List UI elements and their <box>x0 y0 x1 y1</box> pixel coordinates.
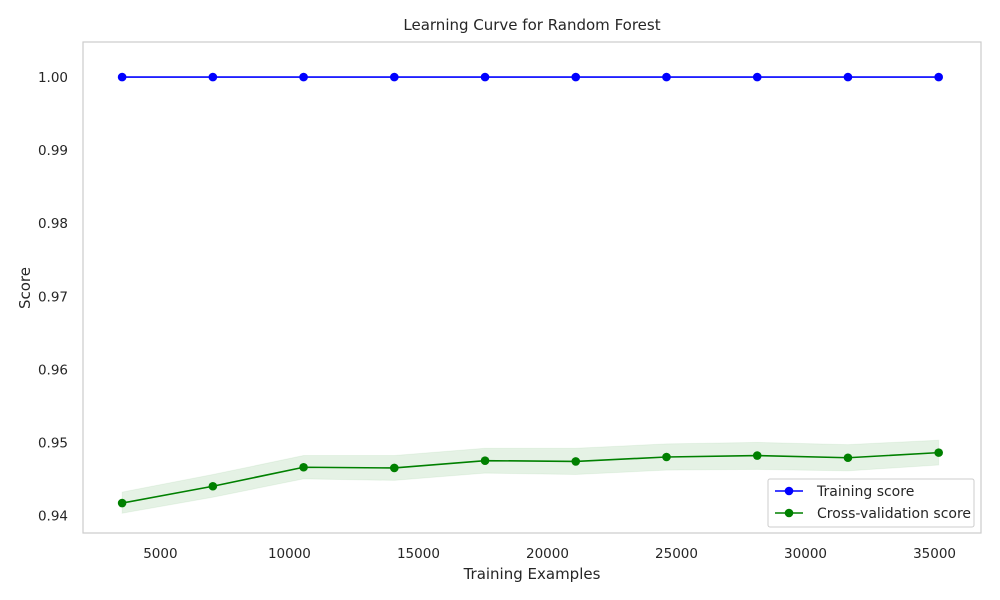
x-tick-label: 10000 <box>268 546 311 562</box>
x-tick-label: 25000 <box>655 546 698 562</box>
data-point-series-1-3 <box>390 463 399 473</box>
y-tick-label: 0.98 <box>38 216 68 232</box>
legend-marker-series-1 <box>784 508 794 518</box>
plot-frame <box>82 41 982 534</box>
y-tick-label: 0.96 <box>38 362 68 378</box>
data-point-series-0-1 <box>208 72 218 82</box>
series-points <box>117 72 943 508</box>
data-point-series-1-2 <box>299 462 308 472</box>
data-point-series-0-4 <box>480 72 490 82</box>
data-point-series-1-9 <box>934 448 943 457</box>
data-point-series-1-1 <box>208 481 218 491</box>
legend-label-series-0: Training score <box>816 484 914 500</box>
x-tick-label: 20000 <box>526 546 569 562</box>
x-tick-labels: 5000 10000 15000 20000 25000 30000 35000 <box>143 546 956 562</box>
y-tick-label: 0.95 <box>38 435 68 451</box>
legend-marker-series-0 <box>784 486 794 496</box>
series-line-1 <box>121 451 939 504</box>
x-tick-label: 35000 <box>913 546 956 562</box>
y-tick-label: 0.94 <box>38 508 68 524</box>
plot-background <box>83 42 981 533</box>
x-tick-label: 15000 <box>397 546 440 562</box>
data-point-series-0-7 <box>752 72 762 82</box>
data-point-series-0-3 <box>390 72 399 82</box>
data-point-series-0-5 <box>571 72 581 82</box>
data-point-series-0-9 <box>934 72 943 82</box>
y-tick-label: 0.99 <box>38 143 68 159</box>
data-point-series-0-8 <box>843 72 853 82</box>
data-point-series-1-0 <box>117 498 127 508</box>
data-point-series-0-2 <box>299 72 308 82</box>
data-point-series-0-0 <box>117 72 127 82</box>
x-tick-label: 30000 <box>784 546 827 562</box>
data-point-series-0-6 <box>662 72 671 82</box>
legend-frame <box>767 478 975 528</box>
legend-label-series-1: Cross-validation score <box>817 506 971 522</box>
chart-title: Learning Curve for Random Forest <box>403 16 660 34</box>
data-point-series-1-7 <box>752 451 762 460</box>
x-axis-label: Training Examples <box>463 565 601 583</box>
legend: Training score Cross-validation score <box>767 478 975 528</box>
confidence-band-series-1 <box>121 439 940 514</box>
data-point-series-1-8 <box>843 453 853 463</box>
y-tick-label: 1.00 <box>38 70 68 86</box>
y-axis-label: Score <box>16 267 34 309</box>
data-point-series-1-4 <box>480 456 490 465</box>
data-point-series-1-5 <box>571 457 581 466</box>
data-point-series-1-6 <box>662 452 671 462</box>
y-tick-label: 0.97 <box>38 289 68 305</box>
x-tick-label: 5000 <box>143 546 177 562</box>
series-lines <box>121 76 939 504</box>
y-tick-labels: 0.94 0.95 0.96 0.97 0.98 0.99 1.00 <box>38 70 68 524</box>
